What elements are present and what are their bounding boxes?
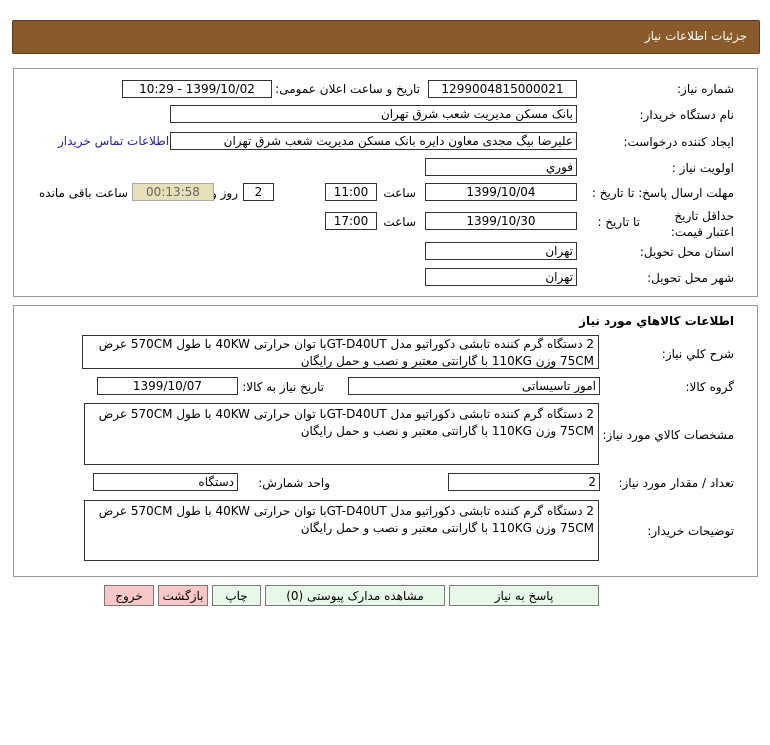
desc-field: 2 دستگاه گرم کننده تابشی دکوراتیو مدل GT… [84, 500, 599, 561]
validity-date-field: 1399/10/30 [425, 212, 577, 230]
need-date-field: 1399/10/07 [97, 377, 238, 395]
buyer-field: بانک مسکن مدیریت شعب شرق تهران [170, 105, 577, 123]
deadline-time-field: 11:00 [325, 183, 377, 201]
remaining-label: ساعت باقی مانده [38, 186, 128, 200]
specs-field: 2 دستگاه گرم کننده تابشی دکوراتیو مدل GT… [84, 403, 599, 465]
city-field: تهران [425, 268, 577, 286]
deadline-date-field: 1399/10/04 [425, 183, 577, 201]
need-number-label: شماره نیاز: [677, 82, 734, 96]
print-button[interactable]: چاپ [212, 585, 261, 606]
announce-label: تاریخ و ساعت اعلان عمومی: [275, 82, 420, 96]
days-label: روز و [211, 186, 238, 200]
creator-label: ایجاد کننده درخواست: [623, 135, 734, 149]
attachments-button[interactable]: مشاهده مدارک پیوستی (0) [265, 585, 445, 606]
unit-field: دستگاه [93, 473, 238, 491]
goods-title: اطلاعات کالاهاي مورد نياز [579, 314, 734, 328]
announce-field: 1399/10/02 - 10:29 [122, 80, 272, 98]
group-field: امور تاسیساتی [348, 377, 600, 395]
summary-label: شرح کلي نياز: [661, 347, 734, 361]
desc-label: توضیحات خریدار: [647, 524, 734, 538]
province-field: تهران [425, 242, 577, 260]
remaining-time-field: 00:13:58 [132, 183, 214, 201]
validity-time-label: ساعت [383, 215, 416, 229]
unit-label: واحد شمارش: [258, 476, 330, 490]
reply-button[interactable]: پاسخ به نیاز [449, 585, 599, 606]
back-button[interactable]: بازگشت [158, 585, 208, 606]
creator-field: علیرضا بیگ مجدی معاون دایره بانک مسکن مد… [170, 132, 577, 150]
city-label: شهر محل تحویل: [647, 271, 734, 285]
exit-button[interactable]: خروج [104, 585, 154, 606]
group-label: گروه کالا: [685, 380, 735, 394]
priority-field: فوري [425, 158, 577, 176]
qty-field: 2 [448, 473, 600, 491]
qty-label: تعداد / مقدار مورد نياز: [618, 476, 734, 490]
buyer-contact-link[interactable]: اطلاعات تماس خریدار [58, 134, 170, 148]
need-info-panel [13, 68, 758, 297]
page-title: جزئیات اطلاعات نیاز [644, 29, 747, 43]
specs-label: مشخصات کالاي مورد نياز: [602, 428, 734, 442]
validity-time-field: 17:00 [325, 212, 377, 230]
need-number-field: 1299004815000021 [428, 80, 577, 98]
buyer-label: نام دستگاه خریدار: [639, 108, 735, 122]
summary-field: 2 دستگاه گرم کننده تابشی دکوراتیو مدل GT… [82, 335, 599, 369]
deadline-time-label: ساعت [383, 186, 416, 200]
validity-to-label: تا تاریخ : [597, 215, 640, 229]
deadline-label: مهلت ارسال پاسخ: تا تاریخ : [591, 186, 734, 200]
validity-label: حداقل تاریخ اعتبار قیمت: [670, 209, 734, 239]
days-field: 2 [243, 183, 274, 201]
priority-label: اولویت نیاز : [671, 161, 734, 175]
page-header: جزئیات اطلاعات نیاز [12, 20, 760, 54]
need-date-label: تاریخ نياز به کالا: [242, 380, 324, 394]
province-label: استان محل تحویل: [639, 245, 734, 259]
